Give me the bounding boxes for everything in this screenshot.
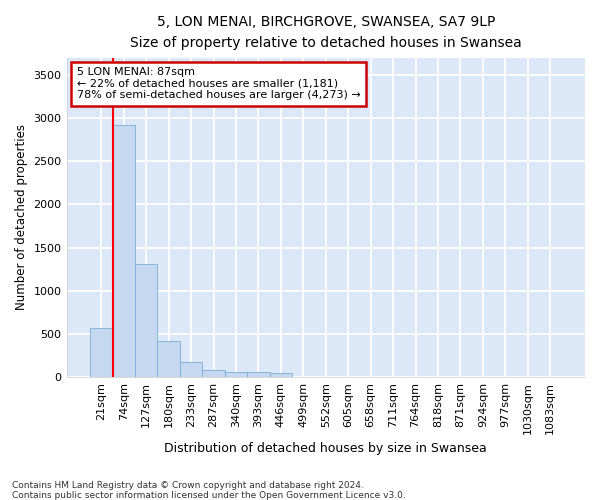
- Bar: [269, 372, 292, 377]
- Bar: [90, 328, 113, 377]
- Bar: [113, 125, 135, 377]
- Bar: [157, 341, 180, 377]
- Title: 5, LON MENAI, BIRCHGROVE, SWANSEA, SA7 9LP
Size of property relative to detached: 5, LON MENAI, BIRCHGROVE, SWANSEA, SA7 9…: [130, 15, 521, 50]
- Bar: [225, 372, 247, 377]
- Text: Contains public sector information licensed under the Open Government Licence v3: Contains public sector information licen…: [12, 490, 406, 500]
- Bar: [180, 362, 202, 377]
- Y-axis label: Number of detached properties: Number of detached properties: [15, 124, 28, 310]
- Bar: [247, 372, 269, 377]
- X-axis label: Distribution of detached houses by size in Swansea: Distribution of detached houses by size …: [164, 442, 487, 455]
- Text: 5 LON MENAI: 87sqm
← 22% of detached houses are smaller (1,181)
78% of semi-deta: 5 LON MENAI: 87sqm ← 22% of detached hou…: [77, 68, 361, 100]
- Text: Contains HM Land Registry data © Crown copyright and database right 2024.: Contains HM Land Registry data © Crown c…: [12, 480, 364, 490]
- Bar: [135, 264, 157, 377]
- Bar: [202, 370, 225, 377]
